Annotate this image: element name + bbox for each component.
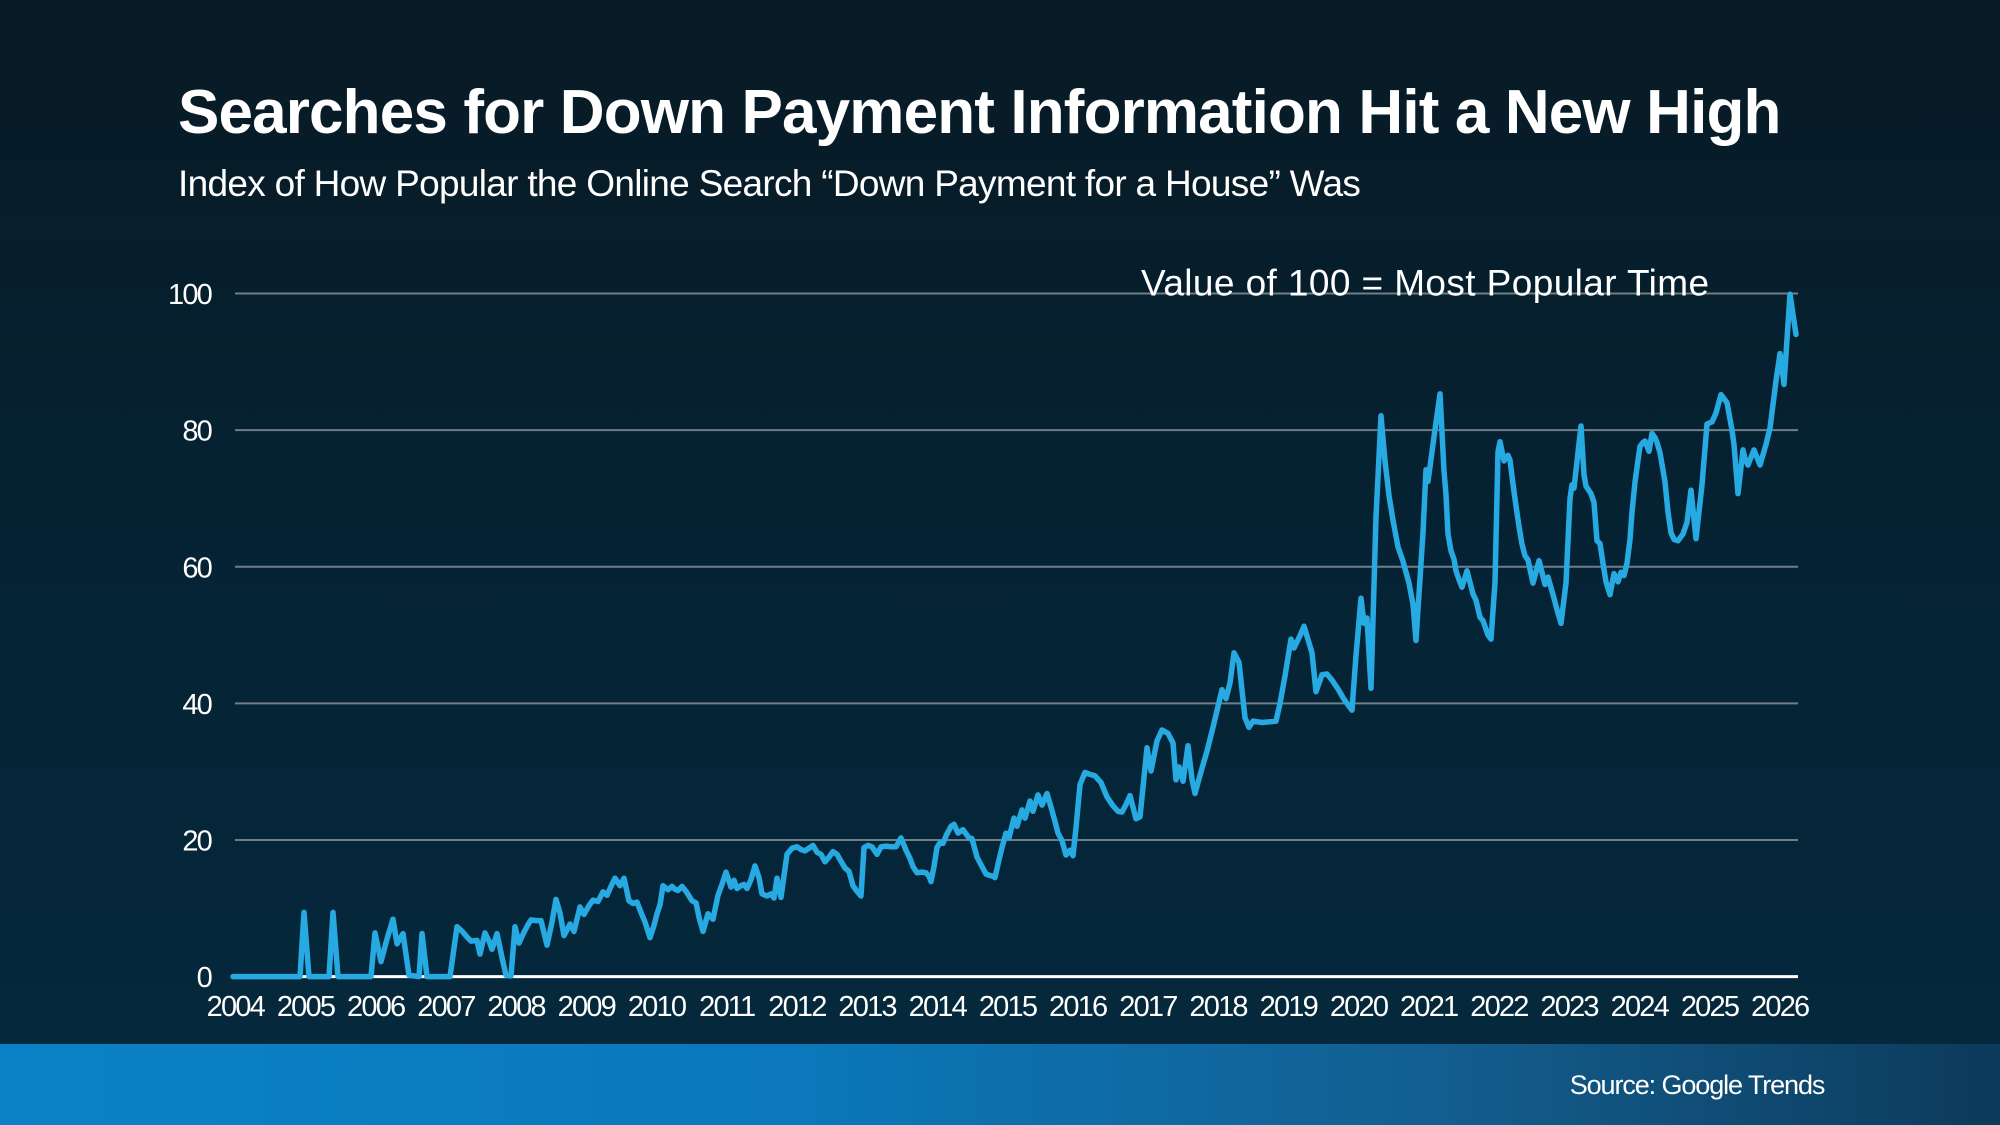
svg-text:Source: Google Trends: Source: Google Trends	[1570, 1070, 1825, 1100]
svg-text:2026: 2026	[1751, 991, 1809, 1023]
svg-text:2019: 2019	[1260, 991, 1318, 1023]
svg-text:80: 80	[182, 416, 211, 448]
svg-text:2004: 2004	[207, 991, 266, 1023]
svg-text:2021: 2021	[1400, 991, 1458, 1023]
svg-text:2006: 2006	[347, 991, 405, 1023]
svg-text:2016: 2016	[1049, 991, 1107, 1023]
svg-text:2013: 2013	[838, 991, 896, 1023]
svg-text:2008: 2008	[487, 991, 545, 1023]
svg-text:2011: 2011	[699, 991, 755, 1023]
svg-text:2024: 2024	[1611, 991, 1670, 1023]
svg-text:2010: 2010	[628, 991, 686, 1023]
svg-text:2014: 2014	[909, 991, 968, 1023]
svg-text:2023: 2023	[1540, 991, 1598, 1023]
svg-text:2007: 2007	[417, 991, 475, 1023]
svg-text:2018: 2018	[1189, 991, 1247, 1023]
svg-text:2017: 2017	[1119, 991, 1177, 1023]
svg-text:60: 60	[182, 552, 211, 584]
svg-text:100: 100	[168, 279, 212, 311]
svg-text:2025: 2025	[1681, 991, 1739, 1023]
svg-text:0: 0	[197, 962, 212, 994]
svg-text:2005: 2005	[277, 991, 335, 1023]
svg-text:Value of 100 = Most Popular Ti: Value of 100 = Most Popular Time	[1141, 263, 1709, 304]
svg-text:2009: 2009	[558, 991, 616, 1023]
svg-text:Index of How Popular the Onlin: Index of How Popular the Online Search “…	[178, 163, 1360, 204]
svg-text:2015: 2015	[979, 991, 1037, 1023]
svg-text:2012: 2012	[768, 991, 826, 1023]
svg-text:40: 40	[182, 689, 211, 721]
svg-text:2022: 2022	[1470, 991, 1528, 1023]
svg-text:2020: 2020	[1330, 991, 1388, 1023]
svg-text:Searches for Down Payment Info: Searches for Down Payment Information Hi…	[178, 78, 1781, 147]
svg-text:20: 20	[182, 826, 211, 858]
